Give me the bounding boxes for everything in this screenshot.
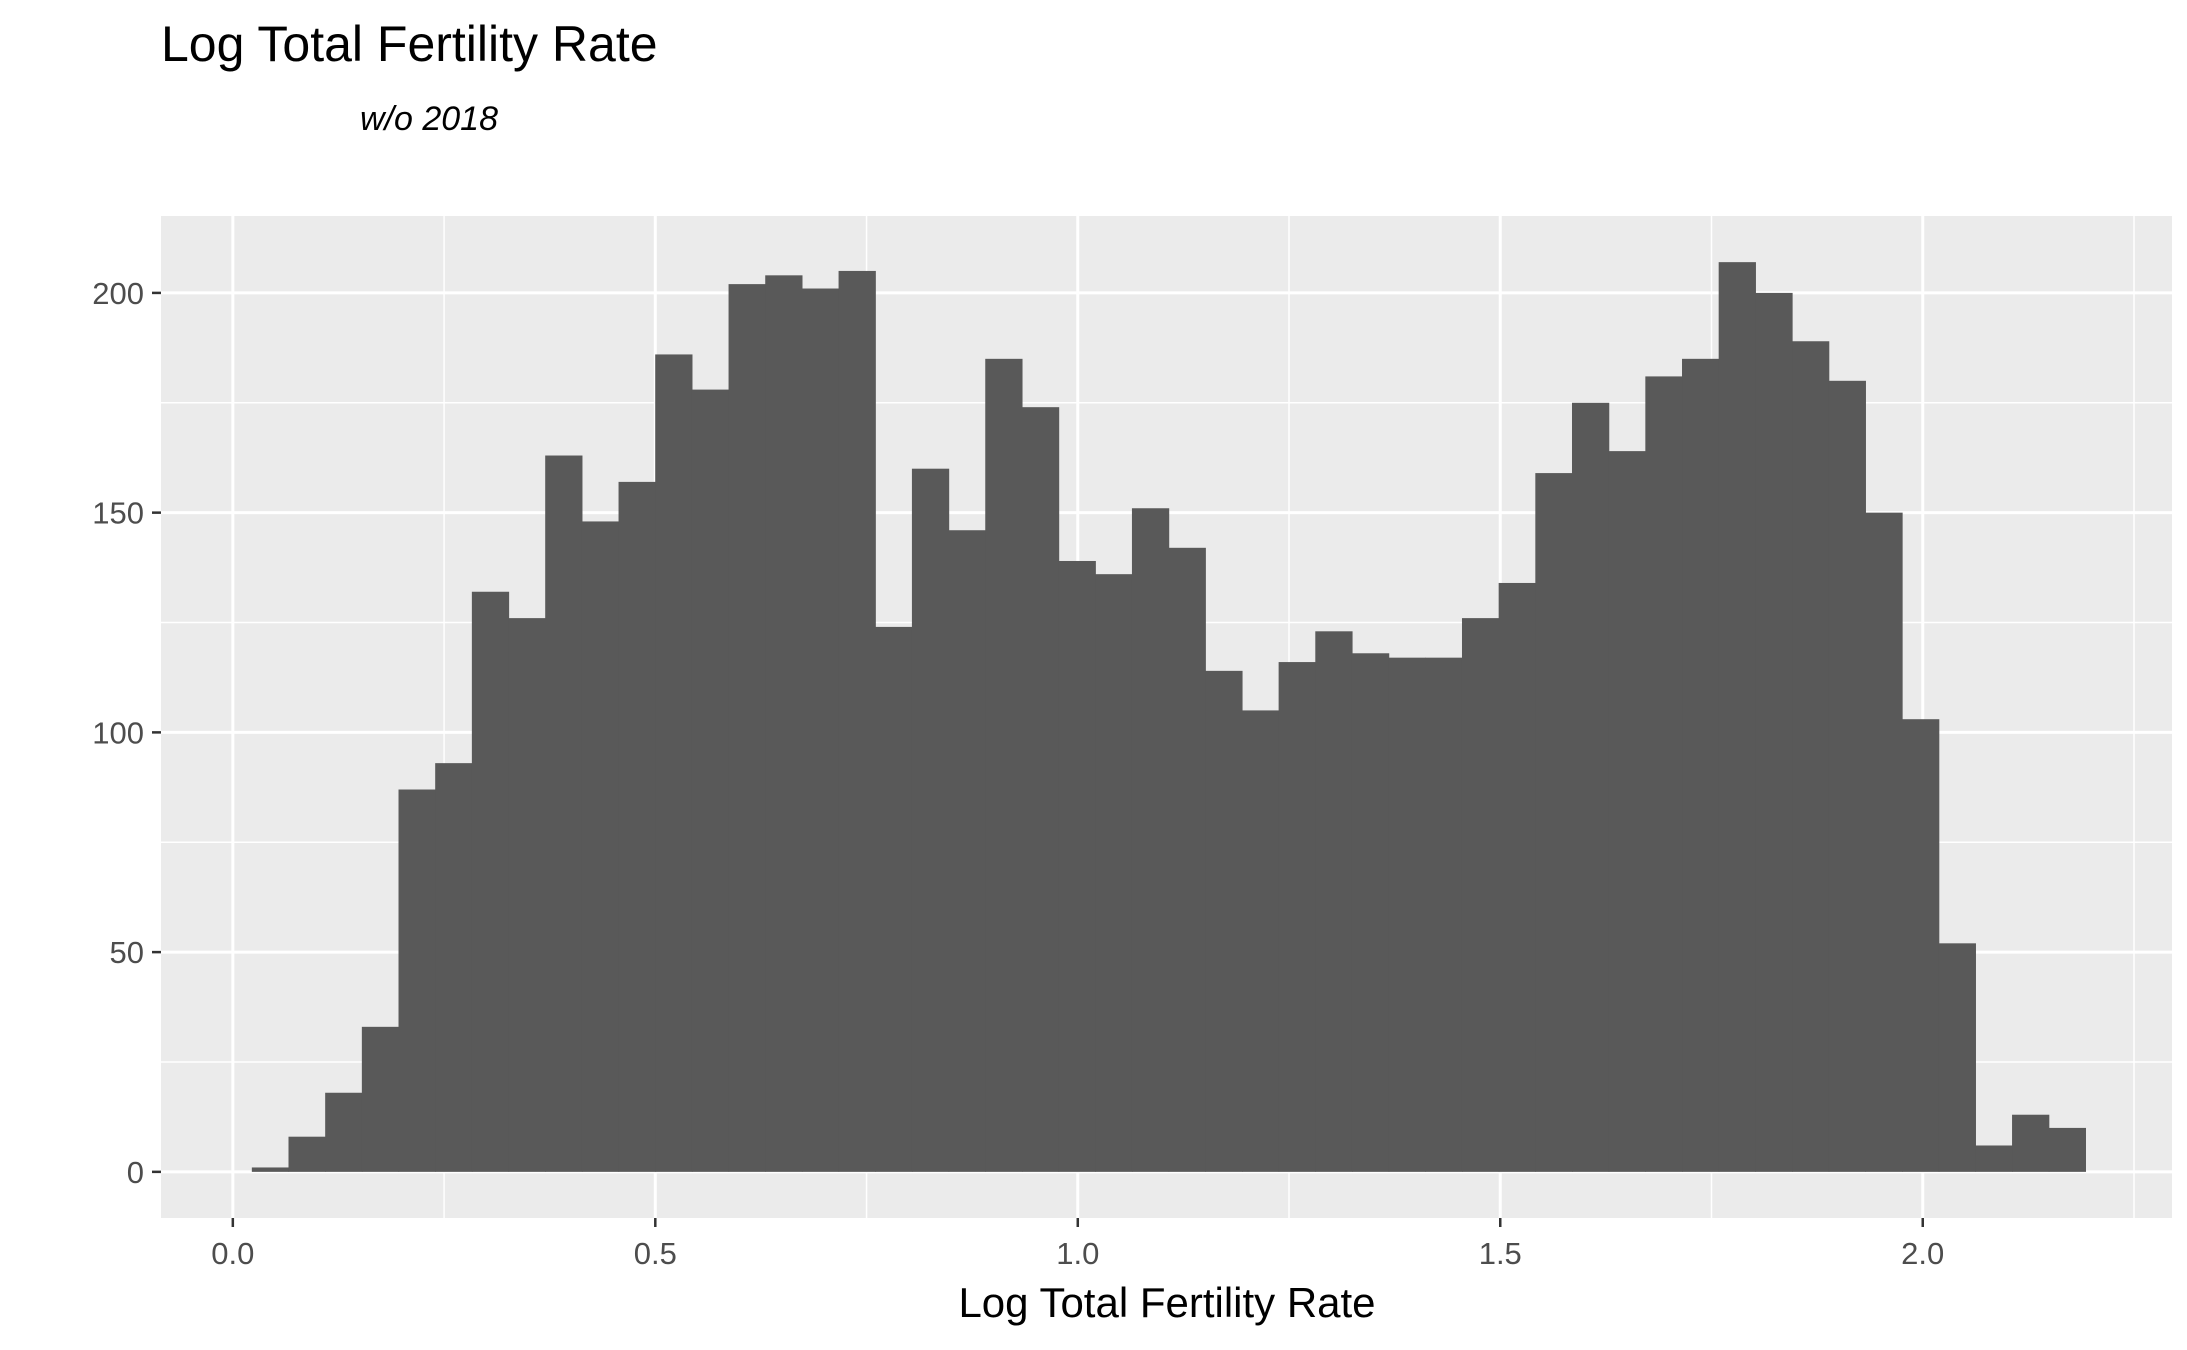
histogram-bar (1902, 719, 1940, 1172)
histogram-bar (288, 1136, 326, 1172)
histogram-bar (801, 288, 840, 1172)
x-tick-label: 0.0 (211, 1236, 254, 1271)
x-tick-label: 2.0 (1901, 1236, 1944, 1271)
histogram-bar (2048, 1127, 2086, 1172)
histogram-bar (1315, 631, 1353, 1172)
histogram-bar (1278, 662, 1316, 1172)
histogram-bar (1828, 380, 1866, 1172)
y-tick-label: 150 (92, 496, 144, 531)
histogram-bar (545, 455, 583, 1172)
histogram-bar (325, 1092, 363, 1172)
histogram-bar (251, 1167, 290, 1172)
histogram-bar (1535, 473, 1573, 1172)
histogram-bar (1498, 582, 1536, 1172)
histogram-bar (1205, 670, 1243, 1172)
histogram-bar (1755, 292, 1793, 1172)
histogram-bar (948, 530, 986, 1172)
x-axis-title: Log Total Fertility Rate (958, 1279, 1375, 1326)
histogram-bar (2012, 1114, 2050, 1172)
y-tick-label: 50 (110, 935, 144, 970)
histogram-bar (1425, 657, 1463, 1172)
histogram-bar (1608, 451, 1646, 1172)
chart-title: Log Total Fertility Rate (161, 16, 658, 72)
histogram-bar (765, 275, 803, 1172)
histogram-bar (1975, 1145, 2013, 1172)
histogram-bar (1645, 376, 1683, 1172)
x-tick-label: 1.0 (1056, 1236, 1099, 1271)
histogram-bar (1792, 341, 1830, 1172)
y-tick-label: 200 (92, 276, 144, 311)
y-tick-label: 0 (127, 1155, 144, 1190)
x-axis: 0.0 0.5 1.0 1.5 2.0 (211, 1218, 1944, 1271)
histogram-bar (1938, 943, 1976, 1172)
histogram-bar (398, 789, 436, 1172)
histogram-bar (655, 354, 693, 1172)
histogram-bar (1388, 657, 1426, 1172)
histogram-bar (435, 763, 473, 1172)
histogram-bar (361, 1026, 400, 1172)
y-tick-label: 100 (92, 715, 144, 750)
histogram-bar (875, 626, 913, 1172)
y-axis: 0 50 100 150 200 (92, 276, 161, 1190)
histogram-bar (1131, 508, 1170, 1172)
histogram-bar (691, 389, 730, 1172)
histogram-bar (1571, 402, 1610, 1172)
histogram-bar (728, 284, 766, 1172)
histogram-bar (1095, 574, 1133, 1172)
histogram-bar (1058, 560, 1096, 1172)
histogram-bar (1682, 358, 1720, 1172)
histogram-bar (1461, 618, 1500, 1172)
histogram-bar (838, 270, 876, 1172)
histogram-bar (1021, 407, 1060, 1172)
histogram-bar (618, 481, 656, 1172)
histogram-bar (1168, 547, 1206, 1172)
histogram-bar (1241, 710, 1280, 1172)
histogram-bar (1718, 262, 1756, 1172)
histogram-bars (251, 262, 2086, 1172)
chart-subtitle: w/o 2018 (360, 100, 498, 138)
histogram-bar (508, 618, 546, 1172)
histogram-bar (985, 358, 1023, 1172)
histogram-bar (581, 521, 620, 1172)
x-tick-label: 0.5 (634, 1236, 677, 1271)
histogram-bar (911, 468, 950, 1172)
histogram-bar (1351, 653, 1390, 1172)
histogram-bar (1865, 512, 1903, 1172)
histogram-bar (471, 591, 510, 1172)
x-tick-label: 1.5 (1479, 1236, 1522, 1271)
